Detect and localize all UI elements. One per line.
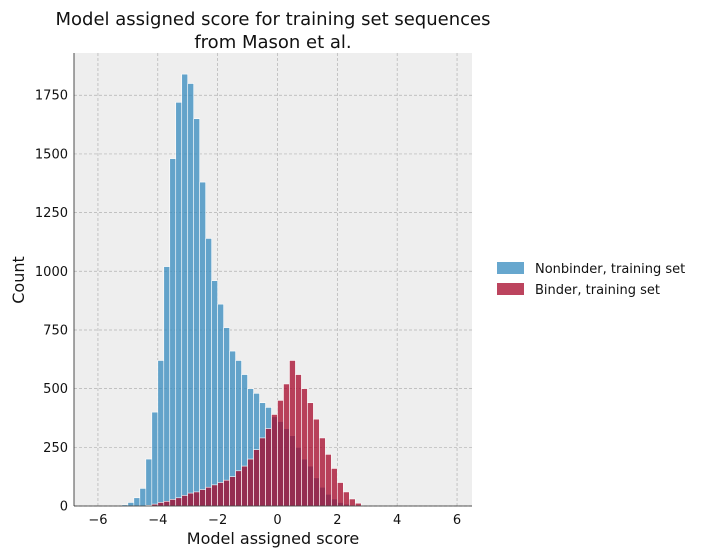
bar-nonbinder-6 [145, 458, 153, 507]
bar-binder-35 [319, 437, 326, 507]
bar-binder-25 [259, 437, 266, 507]
x-tick-label-5: 4 [393, 513, 401, 528]
bars-group [121, 73, 362, 507]
legend-label-0: Nonbinder, training set [535, 262, 685, 277]
axes-group [73, 53, 472, 507]
bar-nonbinder-16 [205, 238, 212, 507]
x-tick-label-6: 6 [453, 513, 461, 528]
bar-binder-12 [181, 495, 189, 507]
bar-binder-14 [193, 491, 200, 507]
bar-binder-33 [307, 402, 314, 507]
bar-binder-34 [313, 418, 320, 507]
bar-binder-22 [241, 465, 248, 507]
bar-nonbinder-13 [187, 83, 194, 507]
bar-binder-10 [169, 499, 177, 507]
chart-title-line-2: from Mason et al. [194, 32, 351, 53]
tick-labels: −6 −4 −2 0 2 4 6 0 250 500 750 1000 1250 1500 1750 [35, 89, 461, 528]
x-tick-label-2: −2 [208, 513, 227, 528]
y-tick-label-6: 1500 [35, 147, 68, 162]
bar-binder-36 [325, 454, 332, 507]
bar-nonbinder-5 [139, 488, 147, 507]
bar-binder-38 [337, 482, 344, 507]
bar-nonbinder-8 [157, 360, 165, 507]
y-tick-label-2: 500 [43, 382, 68, 397]
legend-label-1: Binder, training set [535, 283, 660, 298]
bar-binder-31 [295, 374, 302, 507]
bar-binder-17 [211, 484, 218, 507]
legend: Nonbinder, training set Binder, training … [497, 262, 685, 298]
bar-binder-24 [253, 449, 260, 507]
bar-nonbinder-15 [199, 181, 206, 507]
bar-binder-30 [289, 360, 296, 507]
bar-binder-27 [271, 414, 278, 507]
bar-binder-28 [277, 400, 284, 507]
y-axis-label: Count [9, 256, 28, 304]
bar-nonbinder-11 [175, 101, 183, 507]
bar-nonbinder-14 [193, 118, 200, 507]
y-tick-label-0: 0 [60, 500, 68, 515]
x-tick-label-0: −6 [88, 513, 107, 528]
bar-nonbinder-4 [133, 497, 141, 507]
bar-binder-18 [217, 482, 224, 507]
bar-binder-29 [283, 383, 290, 507]
bar-binder-9 [163, 501, 171, 507]
bar-nonbinder-19 [223, 327, 230, 507]
legend-swatch-0 [497, 262, 524, 274]
y-tick-label-1: 250 [43, 441, 68, 456]
chart-title-line-1: Model assigned score for training set se… [56, 9, 491, 30]
bar-binder-26 [265, 428, 272, 507]
bar-binder-15 [199, 489, 206, 507]
bar-binder-8 [157, 502, 165, 507]
bar-nonbinder-3 [127, 502, 135, 507]
bar-binder-41 [354, 502, 362, 507]
bar-binder-23 [247, 458, 254, 507]
bar-binder-13 [187, 492, 194, 507]
bar-binder-19 [223, 479, 230, 507]
y-tick-label-5: 1250 [35, 206, 68, 221]
bar-binder-16 [205, 486, 212, 507]
bar-nonbinder-12 [181, 73, 189, 507]
bar-binder-39 [343, 491, 350, 507]
y-tick-label-3: 750 [43, 323, 68, 338]
bar-binder-20 [229, 476, 236, 507]
x-tick-label-1: −4 [148, 513, 167, 528]
bar-binder-37 [331, 468, 338, 507]
x-tick-label-4: 2 [333, 513, 341, 528]
bar-nonbinder-10 [169, 158, 177, 507]
bar-binder-32 [301, 388, 308, 507]
x-tick-label-3: 0 [273, 513, 281, 528]
bar-nonbinder-9 [163, 266, 171, 507]
y-tick-label-7: 1750 [35, 89, 68, 104]
legend-swatch-1 [497, 283, 524, 295]
bar-nonbinder-18 [217, 303, 224, 507]
bar-nonbinder-7 [151, 411, 159, 507]
y-tick-label-4: 1000 [35, 265, 68, 280]
bar-nonbinder-17 [211, 280, 218, 507]
bar-binder-21 [235, 470, 242, 507]
bar-binder-11 [175, 497, 183, 507]
x-axis-label: Model assigned score [187, 529, 359, 548]
bar-binder-40 [349, 498, 356, 507]
